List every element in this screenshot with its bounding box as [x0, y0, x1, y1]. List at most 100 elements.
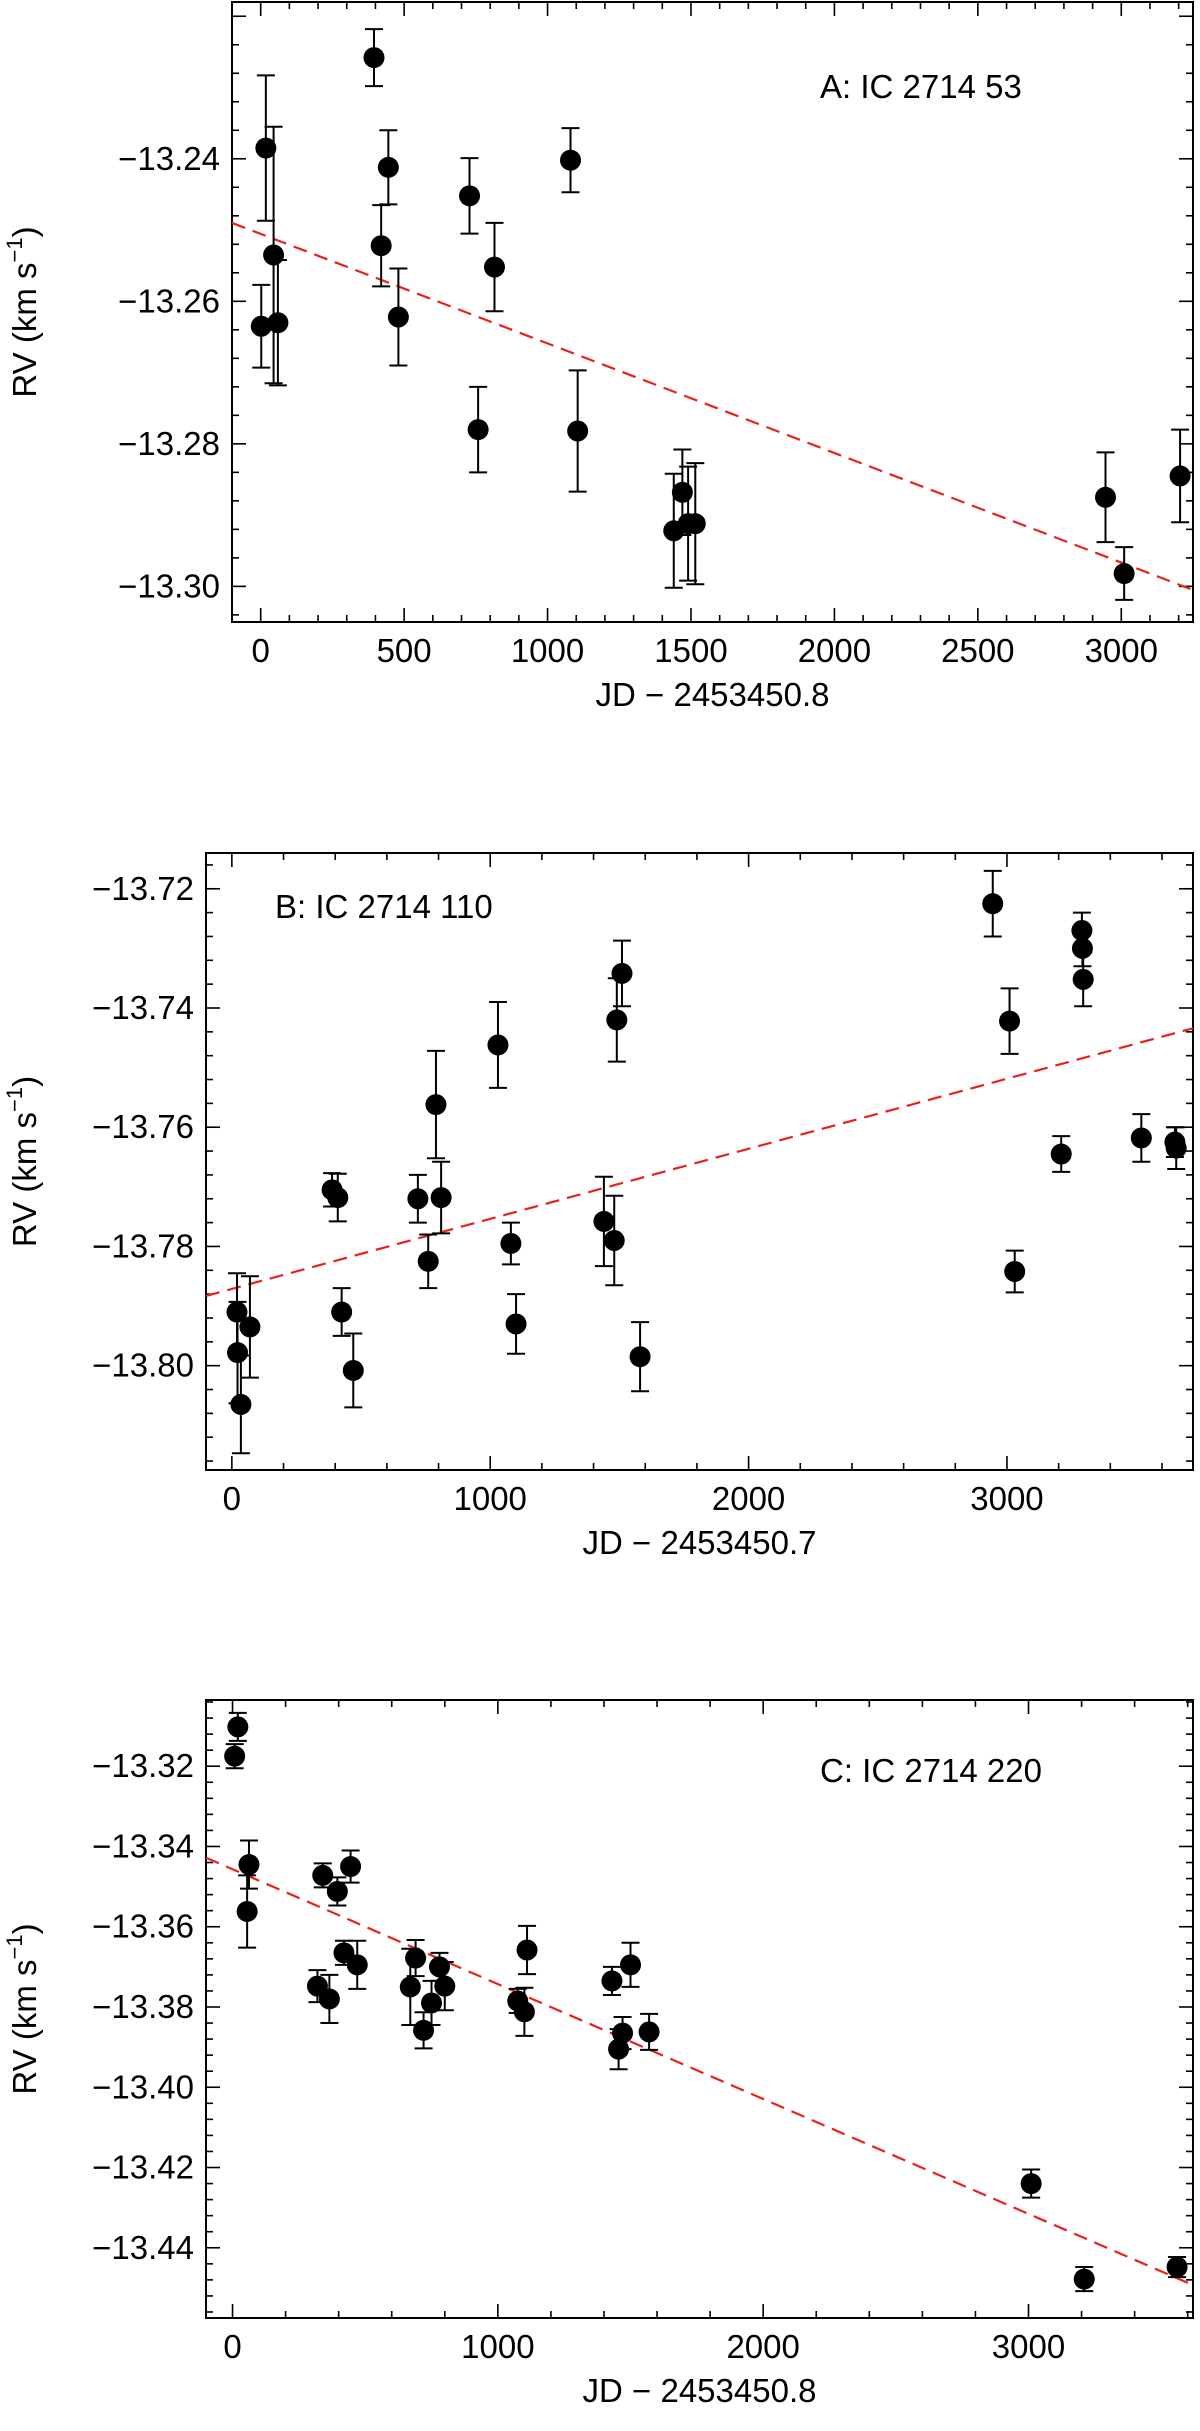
data-point	[434, 1975, 456, 1997]
data-point-group	[1130, 1113, 1152, 1163]
fit-line	[231, 221, 1194, 591]
data-point	[560, 149, 582, 171]
data-point-group	[342, 1332, 364, 1409]
data-point	[467, 419, 489, 441]
data-point	[513, 2001, 535, 2023]
data-point-group	[487, 1001, 509, 1089]
y-tick-label: −13.38	[92, 1988, 194, 2025]
data-point-group	[318, 1973, 340, 2025]
fit-line	[205, 1027, 1194, 1297]
data-point-group	[425, 1049, 447, 1160]
data-point	[620, 1954, 642, 1976]
data-point-group	[567, 369, 589, 493]
data-point-group	[560, 127, 582, 194]
y-axis-title-close: )	[6, 226, 43, 237]
y-tick-label: −13.30	[118, 567, 220, 604]
x-tick-label: 2000	[712, 1480, 785, 1517]
data-point-group	[250, 283, 272, 369]
data-point	[1095, 486, 1117, 508]
data-point-group	[230, 1354, 252, 1455]
data-point	[255, 137, 277, 159]
data-point-group	[346, 1939, 368, 1990]
y-axis-title-superscript: −1	[2, 1087, 27, 1112]
data-point-group	[227, 1711, 249, 1742]
x-tick-label: 1000	[461, 2328, 534, 2365]
data-point-group	[459, 157, 481, 235]
data-point	[387, 306, 409, 328]
data-point	[638, 2021, 660, 2043]
data-point-group	[267, 258, 289, 387]
data-point-group	[1050, 1135, 1072, 1173]
plot-frame	[205, 1699, 1194, 2319]
plot-frame	[205, 852, 1194, 1471]
data-point-group	[1113, 546, 1135, 601]
data-point-group	[620, 1941, 642, 1988]
data-point-group	[516, 1924, 538, 1976]
x-tick-label: 0	[223, 1480, 241, 1517]
data-point	[425, 1094, 447, 1116]
data-point-group	[421, 1979, 443, 2027]
panel-label: A: IC 2714 53	[820, 68, 1022, 105]
panel-b: 0 1000 2000 3000 −13.80 −13.78 −13.76 −13.74 −13…	[2, 852, 1194, 1561]
data-point	[982, 893, 1004, 915]
data-point-group	[1020, 2168, 1042, 2199]
panel-label: B: IC 2714 110	[275, 888, 493, 925]
data-point	[342, 1359, 364, 1381]
data-point	[405, 1947, 427, 1969]
data-point	[346, 1954, 368, 1976]
data-point-group	[1169, 428, 1191, 524]
data-point	[1073, 2268, 1095, 2290]
y-axis-title-superscript: −1	[2, 1934, 27, 1959]
y-axis-title-main: RV (km s	[6, 263, 43, 398]
data-point-group	[603, 1194, 625, 1287]
data-point	[377, 156, 399, 178]
data-point-group	[684, 462, 706, 586]
data-point	[603, 1229, 625, 1251]
data-point	[331, 1301, 353, 1323]
y-tick-label: −13.72	[92, 870, 194, 907]
data-point	[238, 1854, 260, 1876]
data-point-group	[1073, 2266, 1095, 2293]
data-point	[487, 1034, 509, 1056]
data-point-group	[601, 1965, 623, 1996]
data-point-group	[430, 1160, 452, 1235]
data-point-group	[467, 385, 489, 474]
x-tick-label: 1000	[511, 632, 584, 669]
panel-a: 0 500 1000 1500 2000 2500 3000 −13.30 −13.28 −13.…	[2, 1, 1194, 713]
data-point	[250, 315, 272, 337]
data-point-group	[238, 1839, 260, 1890]
x-tick-label: 2000	[798, 632, 871, 669]
x-tick-label: 1500	[654, 632, 727, 669]
data-point-group	[434, 1961, 456, 2012]
y-tick-label: −13.42	[92, 2149, 194, 2186]
data-point-group	[1165, 1126, 1187, 1170]
data-point-group	[1095, 451, 1117, 544]
x-tick-label: 500	[377, 632, 432, 669]
plot-frame	[231, 1, 1194, 623]
data-point	[227, 1716, 249, 1738]
data-point-group	[407, 1173, 429, 1224]
y-tick-label: −13.40	[92, 2068, 194, 2105]
y-tick-label: −13.36	[92, 1908, 194, 1945]
data-point	[1071, 937, 1093, 959]
fit-line	[205, 1856, 1194, 2287]
data-point-group	[629, 1321, 651, 1393]
data-point	[318, 1988, 340, 2010]
data-point	[505, 1313, 527, 1335]
data-point-group	[387, 267, 409, 367]
data-point	[1020, 2173, 1042, 2195]
data-point	[1165, 1137, 1187, 1159]
data-point-group	[224, 1743, 246, 1770]
data-point	[1169, 465, 1191, 487]
data-point	[327, 1187, 349, 1209]
y-tick-label: −13.74	[92, 989, 194, 1026]
y-axis-title: RV (km s−1)	[2, 226, 43, 397]
data-point	[363, 47, 385, 69]
y-axis-title: RV (km s−1)	[2, 1076, 43, 1247]
data-point-group	[236, 1874, 258, 1949]
data-point-group	[638, 2012, 660, 2051]
data-point-group	[505, 1293, 527, 1355]
data-point-group	[327, 1172, 349, 1223]
y-axis-title-close: )	[6, 1923, 43, 1934]
